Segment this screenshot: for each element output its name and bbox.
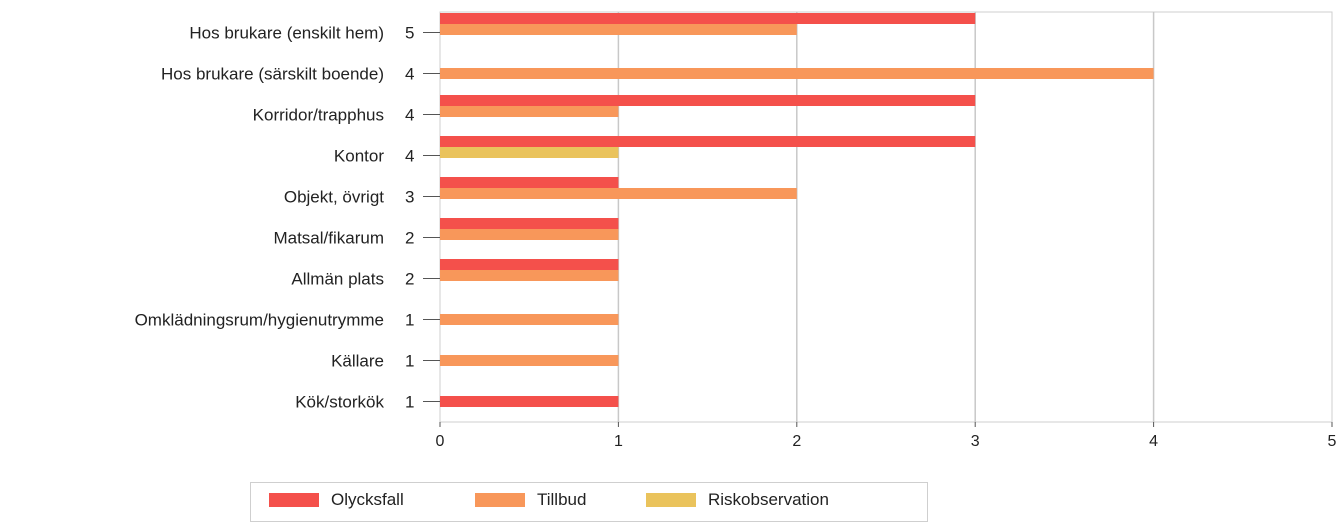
category-count: 1: [405, 352, 414, 371]
legend-label-riskobservation: Riskobservation: [708, 490, 829, 509]
x-tick-label: 4: [1149, 433, 1158, 450]
category-label: Hos brukare (särskilt boende): [161, 65, 384, 84]
x-tick-label: 3: [971, 433, 980, 450]
bar-riskobservation: [440, 147, 619, 158]
x-tick-label: 5: [1328, 433, 1337, 450]
category-label: Kontor: [334, 147, 384, 166]
gridlines: [617, 12, 1155, 422]
bar-tillbud: [440, 68, 1154, 79]
category-label: Omklädningsrum/hygienutrymme: [135, 311, 384, 330]
bar-olycksfall: [440, 218, 619, 229]
category-label: Objekt, övrigt: [284, 188, 384, 207]
legend-swatch-tillbud: [475, 493, 525, 507]
legend-item-tillbud: Tillbud: [475, 490, 586, 510]
bar-tillbud: [440, 270, 619, 281]
category-label: Kök/storkök: [295, 393, 384, 412]
legend-item-olycksfall: Olycksfall: [269, 490, 404, 510]
bar-olycksfall: [440, 13, 976, 24]
legend-label-tillbud: Tillbud: [537, 490, 587, 509]
bar-olycksfall: [440, 177, 619, 188]
bar-olycksfall: [440, 136, 976, 147]
bar-tillbud: [440, 106, 619, 117]
category-count: 2: [405, 270, 414, 289]
category-count: 1: [405, 393, 414, 412]
category-count: 4: [405, 65, 414, 84]
legend-item-riskobservation: Riskobservation: [646, 490, 829, 510]
plot-area: [439, 11, 1333, 423]
x-tick-label: 2: [792, 433, 801, 450]
category-label: Källare: [331, 352, 384, 371]
bar-olycksfall: [440, 95, 976, 106]
bar-tillbud: [440, 314, 619, 325]
legend-label-olycksfall: Olycksfall: [331, 490, 404, 509]
bar-olycksfall: [440, 396, 619, 407]
bar-tillbud: [440, 188, 797, 199]
x-tick-label: 1: [614, 433, 623, 450]
x-axis-ticks: 0 1 2 3 4 5: [436, 422, 1337, 450]
bar-tillbud: [440, 24, 797, 35]
x-tick-label: 0: [436, 433, 445, 450]
category-count: 4: [405, 147, 414, 166]
legend-swatch-riskobservation: [646, 493, 696, 507]
category-label: Korridor/trapphus: [253, 106, 384, 125]
category-count: 4: [405, 106, 414, 125]
bar-tillbud: [440, 229, 619, 240]
category-labels: Hos brukare (enskilt hem) 5 Hos brukare (s…: [135, 24, 440, 412]
category-label: Allmän plats: [291, 270, 384, 289]
bar-chart: Hos brukare (enskilt hem) 5 Hos brukare (s…: [135, 11, 1337, 450]
category-count: 3: [405, 188, 414, 207]
category-count: 5: [405, 24, 414, 43]
bars: [440, 13, 1154, 407]
category-count: 2: [405, 229, 414, 248]
bar-tillbud: [440, 355, 619, 366]
category-label: Matsal/fikarum: [273, 229, 384, 248]
category-count: 1: [405, 311, 414, 330]
category-label: Hos brukare (enskilt hem): [189, 24, 384, 43]
legend-swatch-olycksfall: [269, 493, 319, 507]
bar-olycksfall: [440, 259, 619, 270]
legend: Olycksfall Tillbud Riskobservation: [250, 482, 928, 522]
